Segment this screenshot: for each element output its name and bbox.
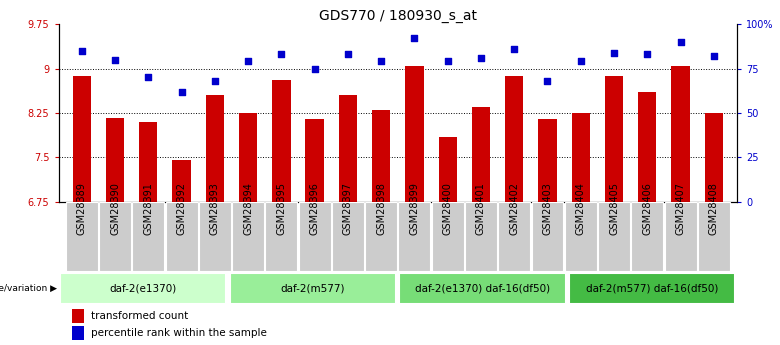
Text: GSM28393: GSM28393 (210, 182, 220, 235)
Text: daf-2(m577) daf-16(df50): daf-2(m577) daf-16(df50) (586, 283, 718, 293)
Bar (465, 202, 497, 271)
Bar (306, 119, 324, 202)
Bar (165, 202, 197, 271)
Bar (372, 110, 390, 202)
Point (674, 39, 686, 45)
Point (575, 59, 587, 64)
Bar (272, 80, 290, 202)
Bar (232, 202, 264, 271)
Bar (99, 202, 131, 271)
Text: GSM28390: GSM28390 (110, 182, 120, 235)
Text: daf-2(m577): daf-2(m577) (281, 283, 346, 293)
Text: GSM28391: GSM28391 (144, 182, 154, 235)
Text: GSM28389: GSM28389 (76, 182, 87, 235)
Text: GSM28402: GSM28402 (509, 182, 519, 235)
Point (342, 52, 354, 57)
Point (275, 52, 288, 57)
Bar (206, 95, 224, 202)
Bar (438, 137, 457, 202)
Text: GSM28408: GSM28408 (709, 182, 719, 235)
Text: GSM28403: GSM28403 (543, 182, 552, 235)
Text: GSM28396: GSM28396 (310, 182, 320, 235)
Point (242, 59, 254, 64)
Text: GSM28404: GSM28404 (576, 182, 586, 235)
Bar (704, 113, 723, 202)
Bar (106, 118, 124, 202)
Bar (498, 202, 530, 271)
Bar (72, 309, 84, 323)
Bar (72, 326, 84, 340)
Text: GSM28399: GSM28399 (410, 182, 420, 235)
Point (707, 53, 720, 59)
Bar (531, 202, 563, 271)
Point (475, 55, 488, 61)
Text: GSM28394: GSM28394 (243, 182, 253, 235)
Bar (60, 273, 226, 304)
Point (641, 52, 654, 57)
Text: GSM28405: GSM28405 (609, 182, 619, 235)
Bar (631, 202, 663, 271)
Bar (73, 76, 91, 202)
Text: GSM28397: GSM28397 (343, 182, 353, 235)
Bar (698, 202, 730, 271)
Point (608, 50, 620, 55)
Point (508, 46, 520, 52)
Bar (265, 202, 297, 271)
Bar (572, 113, 590, 202)
Text: genotype/variation ▶: genotype/variation ▶ (0, 284, 57, 293)
Bar (399, 202, 431, 271)
Bar (133, 202, 165, 271)
Bar (565, 202, 597, 271)
Bar (472, 107, 490, 202)
Point (76, 48, 88, 53)
Point (441, 59, 454, 64)
Bar (172, 160, 191, 202)
Bar (672, 66, 690, 202)
Bar (665, 202, 697, 271)
Text: daf-2(e1370): daf-2(e1370) (110, 283, 177, 293)
Bar (638, 92, 657, 202)
Bar (569, 273, 736, 304)
Point (308, 66, 321, 71)
Point (176, 89, 188, 95)
Bar (604, 76, 623, 202)
Point (541, 78, 554, 84)
Text: transformed count: transformed count (91, 311, 188, 321)
Bar (332, 202, 363, 271)
Text: daf-2(e1370) daf-16(df50): daf-2(e1370) daf-16(df50) (415, 283, 550, 293)
Bar (66, 202, 98, 271)
Bar (365, 202, 397, 271)
Text: GSM28401: GSM28401 (476, 182, 486, 235)
Text: GSM28407: GSM28407 (675, 182, 686, 235)
Title: GDS770 / 180930_s_at: GDS770 / 180930_s_at (319, 9, 477, 23)
Text: GSM28398: GSM28398 (376, 182, 386, 235)
Point (108, 57, 122, 62)
Text: GSM28406: GSM28406 (642, 182, 652, 235)
Bar (432, 202, 463, 271)
Bar (239, 113, 257, 202)
Point (375, 59, 388, 64)
Text: GSM28392: GSM28392 (176, 182, 186, 235)
Bar (399, 273, 566, 304)
Bar (406, 66, 424, 202)
Bar (339, 95, 357, 202)
Point (408, 36, 420, 41)
Text: percentile rank within the sample: percentile rank within the sample (91, 328, 267, 338)
Bar (199, 202, 231, 271)
Bar (538, 119, 557, 202)
Bar (230, 273, 396, 304)
Bar (505, 76, 523, 202)
Bar (598, 202, 630, 271)
Text: GSM28400: GSM28400 (443, 182, 452, 235)
Bar (299, 202, 331, 271)
Point (208, 78, 221, 84)
Bar (139, 122, 158, 202)
Point (142, 75, 154, 80)
Text: GSM28395: GSM28395 (276, 182, 286, 235)
